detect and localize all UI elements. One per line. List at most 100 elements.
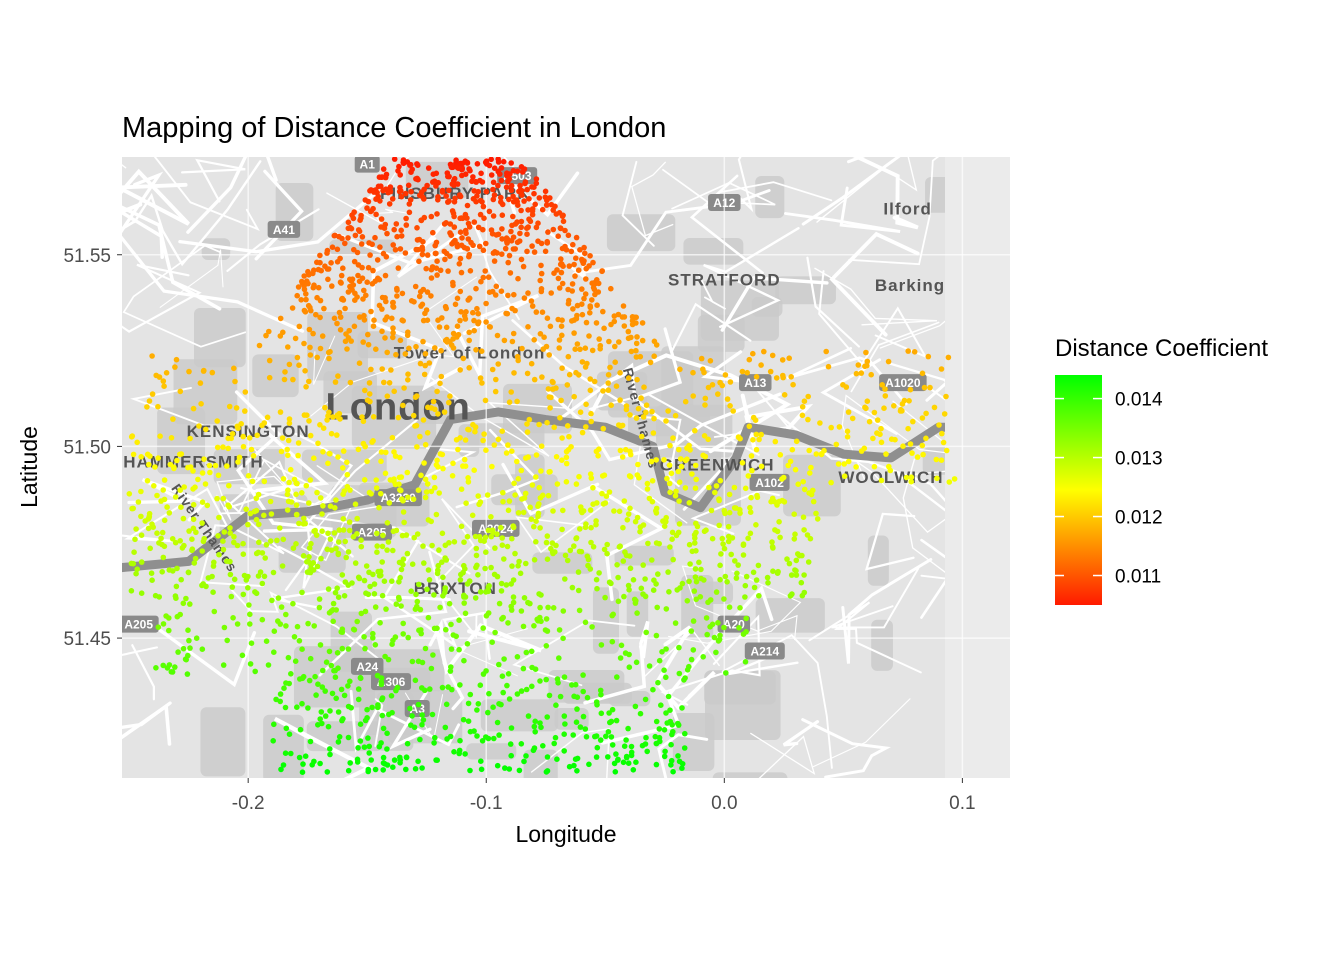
data-point: [498, 165, 505, 171]
data-point: [448, 621, 454, 628]
data-point: [345, 289, 352, 295]
data-point: [322, 404, 328, 411]
data-point: [524, 231, 530, 237]
data-point: [425, 614, 432, 621]
data-point: [665, 569, 671, 575]
data-point: [545, 492, 552, 499]
data-point: [459, 215, 466, 222]
legend-tick-label: 0.012: [1115, 508, 1163, 529]
data-point: [383, 606, 389, 612]
data-point: [325, 530, 331, 537]
data-point: [676, 521, 683, 527]
data-point: [418, 472, 424, 479]
data-point: [538, 288, 545, 295]
data-point: [449, 473, 456, 479]
basemap-road: [501, 462, 600, 516]
data-point: [295, 284, 302, 290]
data-point: [457, 229, 464, 235]
data-point: [715, 620, 721, 626]
data-point: [345, 219, 352, 226]
data-point: [335, 539, 342, 545]
data-point: [365, 341, 372, 348]
data-point: [327, 536, 334, 542]
data-point: [422, 441, 429, 448]
data-point: [439, 315, 445, 321]
data-point: [805, 393, 811, 400]
data-point: [452, 301, 459, 308]
data-point: [508, 228, 514, 235]
data-point: [642, 576, 648, 582]
data-point: [565, 232, 572, 239]
data-point: [129, 433, 136, 439]
data-point: [514, 168, 521, 174]
data-point: [473, 179, 480, 185]
data-point: [761, 348, 767, 355]
data-point: [649, 498, 656, 505]
data-point: [288, 499, 295, 505]
data-point: [638, 395, 644, 401]
data-point: [422, 494, 429, 501]
data-point: [191, 560, 198, 566]
data-point: [721, 624, 727, 631]
data-point: [181, 484, 187, 490]
data-point: [479, 179, 486, 185]
data-point: [379, 543, 386, 550]
data-point: [263, 542, 270, 548]
data-point: [540, 492, 546, 499]
data-point: [561, 748, 567, 754]
data-point: [678, 463, 685, 470]
data-point: [828, 424, 834, 431]
data-point: [438, 373, 445, 380]
data-point: [390, 304, 397, 310]
data-point: [376, 504, 382, 511]
data-point: [543, 643, 550, 649]
data-point: [301, 515, 307, 522]
data-point: [559, 280, 566, 287]
data-point: [496, 661, 502, 668]
data-point: [593, 320, 600, 326]
data-point: [581, 244, 587, 251]
data-point: [436, 490, 443, 496]
data-point: [424, 182, 430, 189]
data-point: [287, 466, 294, 473]
data-point: [476, 243, 483, 250]
basemap-road: [374, 698, 384, 747]
data-point: [160, 487, 166, 493]
data-point: [130, 560, 137, 567]
data-point: [786, 355, 792, 362]
data-point: [405, 634, 412, 641]
data-point: [320, 503, 326, 509]
data-point: [644, 486, 651, 492]
data-point: [669, 731, 675, 738]
data-point: [358, 212, 364, 219]
data-point: [637, 353, 644, 360]
data-point: [269, 597, 275, 604]
data-point: [503, 450, 510, 456]
data-point: [606, 710, 612, 716]
data-point: [369, 241, 376, 248]
data-point: [464, 159, 471, 166]
data-point: [776, 519, 782, 525]
data-point: [791, 536, 798, 542]
data-point: [494, 332, 501, 339]
data-point: [864, 358, 871, 365]
data-point: [587, 566, 594, 572]
data-point: [617, 447, 624, 454]
data-point: [335, 454, 341, 460]
basemap-park: [252, 354, 299, 398]
data-point: [411, 724, 418, 731]
data-point: [367, 583, 373, 590]
data-point: [499, 428, 506, 435]
data-point: [453, 157, 459, 163]
data-point: [465, 236, 472, 242]
data-point: [745, 535, 751, 542]
data-point: [243, 506, 249, 512]
data-point: [447, 230, 453, 236]
data-point: [371, 581, 378, 587]
basemap-road: [122, 487, 234, 543]
data-point: [419, 194, 426, 200]
data-point: [462, 437, 469, 443]
data-point: [419, 301, 426, 308]
data-point: [402, 190, 409, 197]
